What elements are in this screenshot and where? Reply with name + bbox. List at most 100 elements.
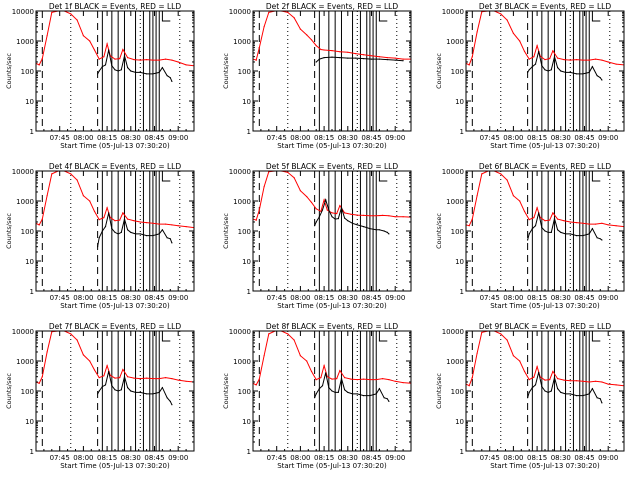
lld-series-point [114,220,116,222]
lld-series-point [557,378,559,380]
x-tick-label: 07:45 [267,294,287,302]
x-tick-label: 08:00 [290,294,310,302]
label-box [161,11,171,22]
lld-series-point [171,59,173,61]
y-tick-label: 10000 [229,8,251,16]
lld-series-point [263,355,265,357]
x-tick-label: 09:00 [385,134,405,142]
events-series-point [588,233,590,235]
events-series-point [596,75,598,77]
events-series-point [331,390,333,392]
events-series-point [171,242,173,244]
y-tick-label: 10000 [12,328,34,336]
events-series-point [127,67,129,69]
events-series-point [363,395,365,397]
lld-series-point [323,365,325,367]
x-tick-label: 08:45 [144,294,164,302]
events-series-point [383,230,385,232]
lld-series-point [388,379,390,381]
lld-series-point [576,380,578,382]
events-series-point [152,393,154,395]
events-series-point [564,393,567,395]
events-series-point [318,58,320,60]
lld-series-point [89,360,91,362]
events-series-point [315,393,317,395]
lld-series-point [549,379,551,381]
events-series-point [134,391,137,393]
lld-series-point [369,215,371,217]
lld-series-point [46,195,48,197]
lld-series-point [552,370,554,372]
plot-frame [465,10,625,132]
label-box [591,171,601,182]
lld-series-point [471,56,473,58]
events-series-point [370,58,373,60]
events-series-point [101,386,103,388]
events-series-point [527,71,529,73]
lld-series-point [339,51,341,53]
y-tick-label: 100 [21,68,34,76]
events-series-point [318,216,320,218]
events-series-point [569,233,571,235]
lld-series-point [557,218,559,220]
lld-series-point [82,195,84,197]
events-series-point [130,390,132,392]
lld-series-point [299,190,301,192]
lld-series-point [263,26,265,28]
lld-series-point [500,173,502,175]
lld-series-point [369,379,371,381]
events-series-point [553,56,556,58]
x-tick-label: 08:30 [338,454,358,462]
y-tick-label: 1 [460,288,464,296]
x-tick-label: 08:45 [361,134,381,142]
events-series-point [576,395,578,397]
lld-series-point [152,59,154,61]
label-box [378,171,388,182]
panel-title: Det 3f BLACK = Events, RED = LLD [479,2,612,11]
lld-series-point [255,59,257,61]
events-series-point [550,231,552,233]
lld-series-point [185,64,187,66]
lld-series-point [481,173,483,175]
events-series-point [553,377,556,379]
x-axis-label: Start Time (05-Jul-13 07:30:20) [277,142,387,150]
events-series-point [378,388,380,390]
events-series-point [596,397,598,399]
lld-series-point [536,207,538,209]
lld-series-point [171,224,173,226]
events-series-point [134,71,137,73]
lld-series-point [544,379,546,381]
events-series-point [169,238,171,240]
events-series-point [356,393,358,395]
x-tick-label: 08:15 [314,294,334,302]
lld-series-point [563,220,565,222]
lld-series-point [139,221,141,223]
lld-series-point [122,368,124,371]
x-tick-label: 08:45 [574,454,594,462]
lld-series-point [506,179,508,181]
series-group [253,171,411,235]
events-series-point [394,59,396,61]
events-series-point [152,235,154,237]
y-tick-label: 1 [30,288,34,296]
lld-series-point [557,57,559,59]
lld-series-point [378,56,380,58]
lld-series-point [569,380,571,382]
events-series-point [97,246,99,248]
lld-series-point [114,58,116,60]
lld-series-point [519,40,521,42]
lld-series-point [185,380,187,382]
events-series-point [541,386,543,388]
x-tick-label: 08:30 [551,134,571,142]
x-tick-label: 07:45 [267,134,287,142]
lld-series-point [127,57,129,59]
lld-series-point [287,11,289,13]
lld-series-point [76,179,78,181]
lld-series-point [119,58,121,60]
lld-series-point [576,59,578,61]
events-series-point [161,387,163,389]
y-tick-label: 100 [238,388,251,396]
x-tick-label: 07:45 [50,134,70,142]
lld-series-point [582,380,584,382]
events-series-point [328,209,330,211]
